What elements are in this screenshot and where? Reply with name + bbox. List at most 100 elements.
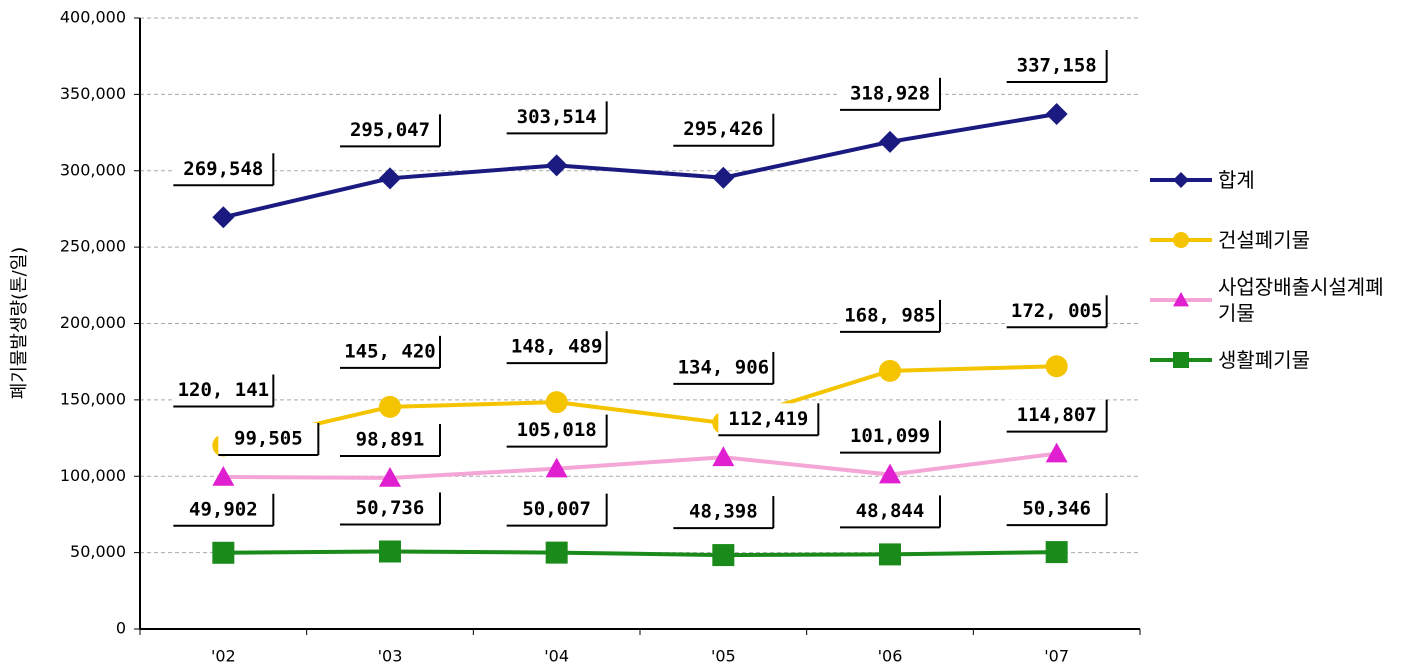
marker — [545, 457, 568, 478]
marker — [1045, 541, 1068, 564]
value-label: 112,419 — [728, 408, 808, 430]
series-line — [223, 549, 1057, 558]
legend-swatch — [1150, 172, 1212, 188]
value-label: 295,426 — [683, 118, 763, 140]
marker — [545, 154, 568, 177]
value-label: 148, 489 — [511, 336, 603, 358]
marker — [1173, 172, 1189, 188]
label-box — [1006, 399, 1107, 432]
marker — [379, 466, 401, 487]
marker — [1045, 102, 1068, 125]
legend-item: 사업장배출시설계폐기물 — [1148, 270, 1388, 330]
value-label: 50,007 — [522, 498, 591, 520]
label-box — [673, 113, 774, 146]
y-tick-label: 350,000 — [60, 84, 126, 103]
value-label: 295,047 — [350, 119, 430, 141]
x-tick-label: '04 — [544, 647, 569, 666]
legend-swatch — [1150, 292, 1212, 307]
y-tick-label: 250,000 — [60, 237, 126, 256]
legend-label: 건설폐기물 — [1218, 228, 1310, 252]
series-line — [222, 112, 1057, 220]
label-box — [506, 101, 607, 134]
legend-swatch — [1150, 232, 1212, 248]
y-tick-label: 50,000 — [70, 542, 126, 561]
marker — [712, 166, 735, 189]
label-box — [506, 493, 607, 526]
value-label: 114,807 — [1017, 404, 1097, 426]
value-label: 50,736 — [356, 497, 425, 519]
value-label: 145, 420 — [344, 340, 436, 362]
marker — [1173, 232, 1189, 248]
value-label: 134, 906 — [678, 356, 770, 378]
value-label: 50,346 — [1022, 498, 1091, 520]
marker — [379, 540, 401, 563]
label-box — [1006, 49, 1107, 82]
x-tick-label: '03 — [378, 647, 403, 666]
value-label: 269,548 — [183, 158, 263, 180]
legend-label: 생활폐기물 — [1218, 348, 1310, 372]
value-label: 101,099 — [850, 425, 930, 447]
legend-item: 건설폐기물 — [1148, 210, 1388, 270]
marker — [545, 391, 568, 414]
marker — [379, 395, 401, 418]
label-box — [840, 495, 940, 528]
marker — [879, 463, 901, 484]
label-box — [340, 423, 440, 456]
label-box — [840, 420, 940, 453]
x-tick-label: '07 — [1044, 647, 1069, 666]
value-label: 168, 985 — [844, 304, 936, 326]
label-box — [173, 374, 274, 407]
marker — [1173, 292, 1189, 307]
marker — [879, 359, 901, 382]
marker — [712, 446, 735, 467]
label-box — [718, 403, 819, 436]
value-label: 98,891 — [356, 428, 425, 450]
marker — [1045, 355, 1068, 378]
marker — [712, 544, 735, 567]
y-tick-label: 100,000 — [60, 466, 126, 485]
y-tick-label: 300,000 — [60, 160, 126, 179]
label-box — [1006, 493, 1107, 526]
label-box — [673, 351, 774, 384]
marker — [212, 206, 235, 229]
marker — [212, 466, 235, 486]
legend-item: 합계 — [1148, 150, 1388, 210]
label-box — [673, 496, 774, 529]
value-label: 172, 005 — [1011, 300, 1103, 322]
legend-item: 생활폐기물 — [1148, 330, 1388, 390]
y-tick-label: 400,000 — [60, 8, 126, 27]
label-box — [218, 423, 319, 456]
series-line — [223, 451, 1057, 480]
value-label: 49,902 — [189, 498, 258, 520]
x-tick-label: '06 — [878, 647, 903, 666]
value-label: 48,844 — [856, 500, 925, 522]
legend-label: 사업장배출시설계폐기물 — [1218, 275, 1384, 325]
label-box — [340, 114, 440, 147]
value-label: 318,928 — [850, 82, 930, 104]
marker — [379, 167, 401, 190]
y-tick-label: 150,000 — [60, 389, 126, 408]
marker — [212, 541, 235, 564]
x-tick-label: '05 — [711, 647, 736, 666]
marker — [1173, 352, 1189, 368]
label-box — [173, 493, 274, 526]
label-box — [506, 331, 607, 364]
label-box — [173, 153, 274, 186]
legend-swatch — [1150, 352, 1212, 368]
value-label: 105,018 — [517, 419, 597, 441]
y-tick-label: 200,000 — [60, 313, 126, 332]
marker — [1045, 442, 1068, 463]
value-label: 48,398 — [689, 501, 758, 523]
y-tick-label: 0 — [116, 619, 126, 638]
label-box — [840, 299, 940, 332]
marker — [879, 543, 901, 566]
marker — [879, 130, 901, 153]
value-label: 120, 141 — [178, 379, 270, 401]
label-box — [840, 77, 940, 110]
x-tick-label: '02 — [211, 647, 236, 666]
value-label: 303,514 — [517, 106, 597, 128]
series-line — [222, 364, 1057, 448]
